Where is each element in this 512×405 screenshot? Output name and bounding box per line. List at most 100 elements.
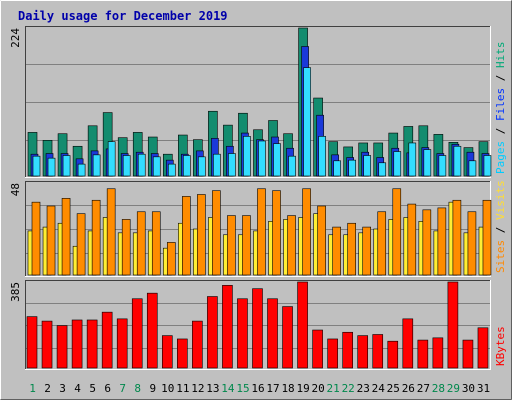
bar-pages-day-16: [258, 140, 266, 177]
x-tick-label-day-27: 27: [417, 382, 430, 395]
bar-sites-day-30: [467, 211, 477, 276]
x-tick-label-day-1: 1: [29, 382, 36, 395]
bar-sites-day-28: [437, 207, 447, 276]
x-tick-label-day-14: 14: [221, 382, 235, 395]
x-tick-label-day-12: 12: [191, 382, 204, 395]
bar-sites-day-17: [272, 190, 281, 276]
x-tick-label-day-9: 9: [149, 382, 156, 395]
bar-kbytes-day-1: [26, 316, 38, 369]
bar-kbytes-day-6: [101, 311, 113, 369]
bar-pages-day-31: [483, 155, 492, 177]
visits-sites-axis-label-part-2: Visits: [494, 180, 507, 220]
x-tick-label-day-15: 15: [236, 382, 249, 395]
visits-sites-axis-label: Sites / Visits: [494, 180, 507, 273]
hits-files-pages-panel: 224 Pages / Files / Hits: [9, 26, 507, 178]
x-tick-label-day-2: 2: [44, 382, 51, 395]
bar-kbytes-day-9: [146, 292, 158, 369]
bar-pages-day-9: [152, 156, 161, 177]
visits-sites-panel: 48 Sites / Visits: [9, 180, 507, 277]
bar-pages-day-3: [62, 155, 71, 177]
bar-kbytes-day-23: [357, 335, 369, 369]
bar-pages-day-28: [438, 155, 447, 177]
x-tick-label-day-5: 5: [89, 382, 96, 395]
bar-kbytes-day-12: [192, 320, 203, 369]
x-tick-label-day-10: 10: [161, 382, 174, 395]
bar-pages-day-11: [183, 155, 191, 177]
bar-kbytes-day-26: [402, 318, 414, 369]
x-tick-label-day-21: 21: [327, 382, 340, 395]
x-tick-label-day-11: 11: [176, 382, 189, 395]
bar-pages-day-19: [303, 67, 311, 177]
bar-kbytes-day-29: [447, 281, 459, 369]
bar-pages-day-30: [468, 160, 477, 177]
bar-kbytes-day-27: [417, 339, 429, 369]
hits-files-pages-axis-label-part-0: Pages: [494, 141, 507, 174]
visits-sites-axis-label-part-0: Sites: [494, 240, 507, 273]
bar-kbytes-day-20: [312, 329, 323, 369]
bar-pages-day-14: [228, 153, 236, 177]
bar-kbytes-day-25: [387, 340, 399, 369]
x-tick-label-day-24: 24: [372, 382, 386, 395]
bar-sites-day-16: [257, 188, 266, 276]
x-tick-label-day-16: 16: [251, 382, 264, 395]
bar-pages-day-27: [423, 149, 432, 177]
bar-kbytes-day-21: [327, 338, 338, 369]
bar-sites-day-26: [407, 203, 417, 276]
bar-sites-day-31: [482, 199, 492, 276]
hits-ymax-label: 224: [9, 28, 22, 48]
bar-kbytes-day-15: [237, 298, 248, 369]
bar-pages-day-23: [363, 155, 372, 177]
bar-kbytes-day-4: [71, 319, 83, 369]
x-tick-label-day-3: 3: [59, 382, 66, 395]
x-tick-label-day-31: 31: [477, 382, 490, 395]
bar-kbytes-day-24: [372, 334, 384, 369]
bar-pages-day-29: [453, 145, 462, 177]
bar-pages-day-26: [408, 142, 417, 177]
hits-files-pages-axis-label-part-4: Hits: [494, 42, 507, 69]
bar-sites-day-20: [317, 205, 326, 276]
bar-pages-day-22: [348, 159, 356, 177]
hits-files-pages-axis-label-part-1: /: [494, 121, 507, 141]
bar-sites-day-3: [61, 198, 71, 276]
x-tick-label-day-19: 19: [296, 382, 309, 395]
bar-sites-day-29: [452, 199, 462, 276]
bar-kbytes-day-17: [267, 298, 278, 369]
bar-pages-day-25: [393, 151, 402, 177]
bar-pages-day-6: [107, 141, 116, 177]
bar-sites-day-9: [151, 211, 161, 276]
kbytes-ymax-label: 385: [9, 282, 22, 302]
x-tick-label-day-22: 22: [342, 382, 355, 395]
bar-pages-day-2: [47, 157, 56, 177]
bar-pages-day-7: [122, 155, 131, 177]
bar-pages-day-18: [288, 155, 296, 177]
bar-sites-day-5: [91, 199, 101, 276]
bar-sites-day-14: [227, 215, 236, 276]
bar-kbytes-day-8: [131, 298, 143, 369]
hits-files-pages-axis-label-part-3: /: [494, 68, 507, 88]
bar-sites-day-1: [31, 201, 41, 276]
bar-pages-day-12: [198, 156, 206, 177]
bar-kbytes-day-13: [207, 296, 218, 369]
bar-pages-day-20: [318, 136, 326, 177]
visits-ymax-label: 48: [9, 183, 22, 196]
bar-sites-day-23: [362, 226, 372, 276]
bar-sites-day-25: [392, 188, 402, 276]
chart-title: Daily usage for December 2019: [18, 9, 228, 23]
bar-pages-day-5: [92, 154, 101, 177]
bar-sites-day-27: [422, 209, 432, 276]
x-tick-label-day-26: 26: [402, 382, 415, 395]
bar-pages-day-17: [273, 143, 281, 177]
bar-kbytes-day-28: [432, 337, 444, 369]
x-tick-label-day-20: 20: [312, 382, 325, 395]
x-tick-label-day-4: 4: [74, 382, 81, 395]
bar-pages-day-1: [32, 155, 41, 177]
bar-pages-day-4: [77, 163, 86, 177]
bar-kbytes-day-7: [116, 318, 128, 369]
bar-sites-day-2: [46, 205, 56, 276]
x-tick-label-day-8: 8: [134, 382, 141, 395]
bar-kbytes-day-14: [222, 285, 233, 369]
bar-sites-day-11: [182, 196, 191, 276]
kbytes-axis-label-part-0: KBytes: [494, 326, 507, 366]
